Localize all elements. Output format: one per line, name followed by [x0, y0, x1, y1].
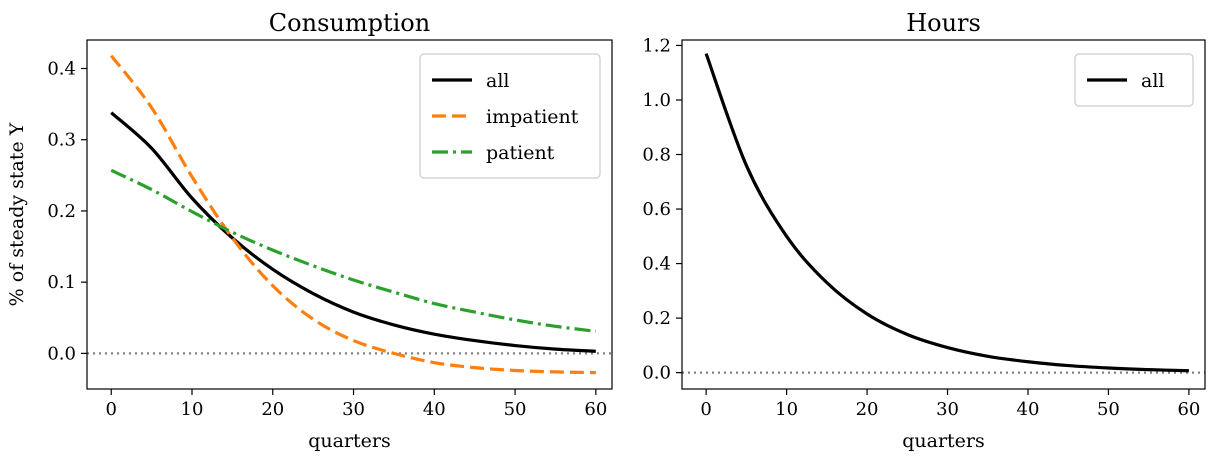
y-tick-label: 0.2 — [642, 308, 671, 329]
y-tick-label: 0.6 — [642, 199, 671, 220]
legend-box — [1074, 53, 1194, 107]
legend-box — [419, 53, 601, 179]
y-tick-label: 0.0 — [642, 363, 671, 384]
y-tick-label: 0.8 — [642, 145, 671, 166]
x-tick-label: 50 — [1097, 399, 1120, 420]
y-axis-label: % of steady state Y — [6, 122, 28, 306]
x-axis-label: quarters — [902, 430, 985, 452]
x-tick-label: 50 — [504, 399, 527, 420]
plot-area — [682, 53, 1205, 374]
plot-area — [87, 54, 612, 375]
y-tick-label: 0.0 — [47, 343, 76, 364]
x-tick-label: 20 — [856, 399, 879, 420]
series-line-all — [110, 111, 596, 353]
legend-label-patient: patient — [486, 142, 555, 164]
chart-title: Consumption — [269, 9, 430, 37]
x-tick-label: 40 — [1017, 399, 1040, 420]
x-tick-label: 60 — [584, 399, 607, 420]
x-tick-label: 40 — [423, 399, 446, 420]
x-tick-label: 0 — [700, 399, 711, 420]
y-tick-label: 0.4 — [642, 254, 671, 275]
x-tick-label: 30 — [342, 399, 365, 420]
consumption-panel: Consumption 0 10 20 30 40 50 60 0.0 0.1 0.2 0.3 0.4 q… — [6, 9, 613, 452]
y-tick-label: 0.3 — [47, 130, 76, 151]
series-line-impatient — [109, 54, 596, 375]
legend-label-all: all — [486, 70, 509, 92]
series-line-patient — [110, 168, 597, 333]
plot-frame — [86, 39, 613, 390]
chart-title: Hours — [906, 9, 981, 37]
legend-label-all: all — [1141, 70, 1164, 92]
x-tick-label: 30 — [936, 399, 959, 420]
y-tick-label: 0.2 — [47, 201, 76, 222]
y-tick-label: 0.4 — [47, 58, 76, 79]
x-tick-label: 10 — [181, 399, 204, 420]
plot-frame — [681, 39, 1206, 390]
y-tick-label: 1.2 — [642, 35, 671, 56]
y-tick-label: 1.0 — [642, 90, 671, 111]
x-tick-label: 10 — [775, 399, 798, 420]
x-tick-label: 0 — [106, 399, 117, 420]
x-axis-label: quarters — [308, 430, 391, 452]
legend-label-impatient: impatient — [486, 106, 579, 128]
x-tick-label: 20 — [261, 399, 284, 420]
y-tick-label: 0.1 — [47, 272, 76, 293]
series-line-all — [704, 53, 1189, 373]
hours-panel: Hours 0 10 20 30 40 50 60 0.0 0.2 0.4 0.6 0.8 1.0 1.2 q… — [642, 9, 1206, 452]
x-tick-label: 60 — [1177, 399, 1200, 420]
